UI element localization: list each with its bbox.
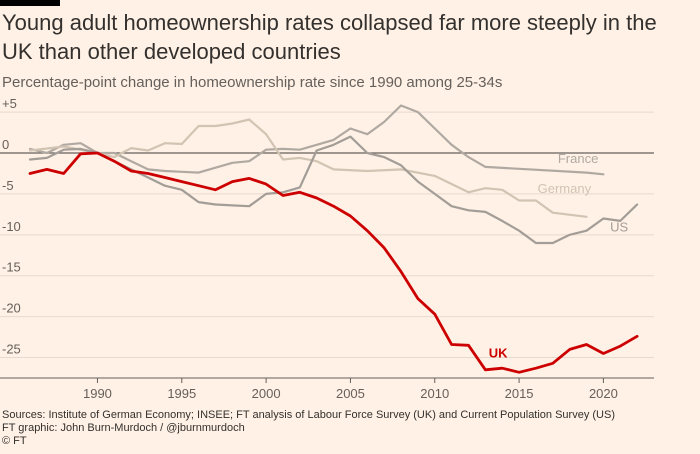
graphic-credit: FT graphic: John Burn-Murdoch / @jburnmu… <box>2 422 245 434</box>
grid-lines <box>0 111 654 359</box>
x-axis-ticks: 1990 1995 2000 2005 2010 2015 2020 <box>0 377 654 401</box>
series-line-germany <box>28 118 588 218</box>
y-tick-label: 0 <box>2 137 9 152</box>
y-tick-label: -25 <box>2 342 21 357</box>
y-tick-label: -15 <box>2 260 21 275</box>
x-tick-label: 1990 <box>83 386 112 401</box>
y-tick-label: +5 <box>2 96 17 111</box>
series-line-france <box>28 104 605 176</box>
y-tick-label: -5 <box>2 178 14 193</box>
chart-subtitle: Percentage-point change in homeownership… <box>2 74 503 91</box>
x-tick-label: 2005 <box>336 386 365 401</box>
series-line-uk <box>28 151 639 374</box>
sources-note: Sources: Institute of German Economy; IN… <box>2 409 615 421</box>
chart-title: Young adult homeownership rates collapse… <box>2 10 657 64</box>
x-tick-label: 2010 <box>420 386 449 401</box>
y-tick-label: -20 <box>2 301 21 316</box>
series-label-us: US <box>610 220 628 235</box>
copyright-note: © FT <box>2 435 27 447</box>
x-tick-label: 2000 <box>252 386 281 401</box>
y-tick-label: -10 <box>2 219 21 234</box>
ft-top-bar <box>0 0 60 6</box>
x-tick-label: 2015 <box>505 386 534 401</box>
x-tick-label: 1995 <box>167 386 196 401</box>
series-labels: France Germany US UK <box>489 151 629 361</box>
series-lines <box>28 104 639 374</box>
series-label-uk: UK <box>489 346 508 361</box>
footer: Sources: Institute of German Economy; IN… <box>2 409 615 448</box>
series-label-france: France <box>558 151 598 166</box>
x-tick-label: 2020 <box>589 386 618 401</box>
series-label-germany: Germany <box>538 181 592 196</box>
y-axis-ticks: +5 0 -5 -10 -15 -20 -25 <box>2 96 21 356</box>
